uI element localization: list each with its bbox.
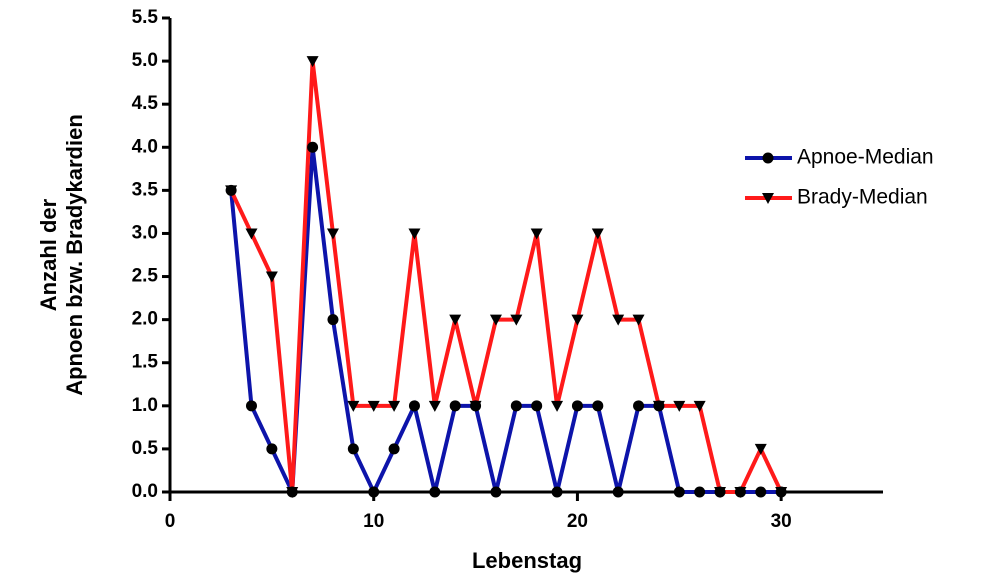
x-axis-label: Lebenstag — [472, 548, 582, 573]
legend-marker — [762, 193, 774, 204]
data-point — [633, 400, 645, 412]
data-point — [673, 400, 686, 412]
y-tick-label: 2.5 — [132, 266, 159, 287]
legend-marker — [762, 152, 774, 164]
y-axis-label: Anzahl der — [36, 198, 61, 311]
legend-label: Brady-Median — [797, 186, 928, 209]
data-point — [449, 400, 461, 412]
data-point — [408, 228, 421, 240]
data-point — [286, 487, 299, 498]
series-line — [229, 147, 782, 497]
x-tick-label: 0 — [165, 511, 176, 532]
data-point — [306, 56, 319, 68]
data-point — [307, 141, 319, 153]
y-tick-label: 3.0 — [132, 222, 158, 243]
data-point — [530, 228, 543, 240]
data-point — [591, 228, 604, 240]
data-point — [327, 314, 339, 326]
data-point — [531, 400, 543, 412]
data-point — [368, 486, 380, 498]
y-tick-label: 0.5 — [132, 438, 159, 459]
data-point — [428, 400, 441, 412]
data-point — [612, 314, 625, 326]
y-tick-label: 5.5 — [132, 7, 159, 28]
data-point — [265, 271, 278, 283]
y-tick-label: 0.0 — [132, 481, 158, 502]
data-point — [388, 400, 401, 412]
data-point — [429, 486, 441, 498]
data-point — [571, 400, 583, 412]
data-point — [245, 400, 257, 412]
series-line — [229, 60, 783, 494]
y-tick-label: 1.0 — [132, 395, 158, 416]
data-point — [469, 400, 482, 412]
data-point — [673, 486, 685, 498]
data-point — [347, 443, 359, 455]
x-tick-label: 10 — [363, 511, 384, 532]
data-point — [490, 486, 502, 498]
y-tick-label: 4.5 — [132, 93, 159, 114]
data-point — [734, 487, 747, 498]
x-tick-label: 20 — [567, 511, 588, 532]
y-tick-label: 4.0 — [132, 136, 158, 157]
y-tick-label: 2.0 — [132, 309, 158, 330]
data-point — [510, 314, 523, 326]
data-point — [693, 400, 706, 412]
x-tick-label: 30 — [771, 511, 792, 532]
data-point — [612, 486, 624, 498]
data-point — [694, 486, 706, 498]
data-point — [551, 486, 563, 498]
data-point — [551, 400, 564, 412]
data-point — [225, 185, 238, 197]
data-point — [714, 487, 727, 498]
data-point — [367, 400, 380, 412]
data-point — [449, 314, 462, 326]
data-point — [652, 400, 665, 412]
data-point — [632, 314, 645, 326]
data-point — [510, 400, 522, 412]
data-point — [266, 443, 278, 455]
data-point — [326, 228, 339, 240]
y-tick-label: 3.5 — [132, 179, 159, 200]
y-tick-label: 1.5 — [132, 352, 159, 373]
data-point — [571, 314, 584, 326]
data-point — [592, 400, 604, 412]
data-point — [489, 314, 502, 326]
data-point — [755, 486, 767, 498]
data-point — [775, 487, 788, 498]
data-point — [347, 400, 360, 412]
y-tick-label: 5.0 — [132, 50, 158, 71]
legend-label: Apnoe-Median — [797, 146, 934, 169]
data-point — [245, 228, 258, 240]
y-axis-label: Apnoen bzw. Bradykardien — [62, 114, 87, 396]
data-point — [388, 443, 400, 455]
data-point — [408, 400, 420, 412]
data-point — [754, 443, 767, 455]
